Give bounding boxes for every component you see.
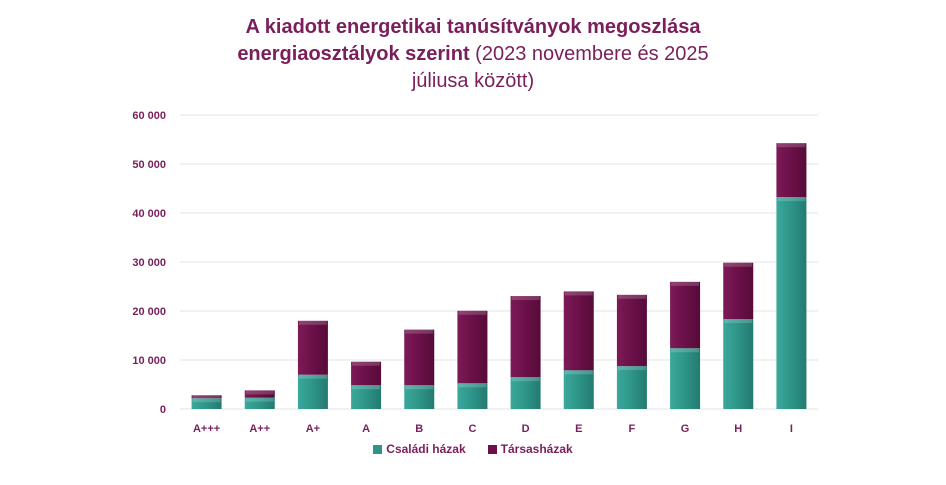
x-tick-label: B <box>415 423 423 435</box>
bar-bevel <box>777 143 806 148</box>
bar-bevel <box>777 197 806 202</box>
legend-item-csaladi: Családi házak <box>373 442 466 456</box>
bar-tarsashazak <box>351 361 382 386</box>
y-tick-label: 40 000 <box>132 208 166 220</box>
bar-bevel <box>405 385 434 390</box>
bar-bevel <box>192 395 221 399</box>
bar-bevel <box>458 383 487 388</box>
legend: Családi házak Társasházak <box>0 442 946 456</box>
bar-csaladi <box>776 197 807 409</box>
bar-bevel <box>298 374 327 379</box>
x-tick-label: E <box>575 423 582 435</box>
bar-csaladi <box>563 370 594 409</box>
bar-tarsashazak <box>670 281 701 349</box>
x-tick-label: A+ <box>306 423 320 435</box>
x-tick-label: I <box>790 423 793 435</box>
bar-tarsashazak <box>510 296 541 378</box>
bar-bevel <box>352 361 381 366</box>
bar-bevel <box>511 377 540 382</box>
bar-bevel <box>617 366 646 371</box>
title-line-2-bold: energiaosztályok szerint <box>237 43 470 65</box>
title-line-1: A kiadott energetikai tanúsítványok mego… <box>245 16 701 38</box>
y-tick-label: 0 <box>160 404 166 416</box>
bar-csaladi <box>457 383 488 409</box>
y-tick-label: 20 000 <box>132 306 166 318</box>
bar-tarsashazak <box>457 310 488 384</box>
bar-bevel <box>458 310 487 315</box>
x-tick-label: C <box>468 423 476 435</box>
x-tick-label: A+++ <box>193 423 220 435</box>
bar-csaladi <box>510 377 541 409</box>
bar-csaladi <box>297 374 328 409</box>
x-tick-label: A++ <box>249 423 270 435</box>
bar-csaladi <box>244 397 275 409</box>
bar-csaladi <box>616 366 647 409</box>
x-tick-label: D <box>522 423 530 435</box>
legend-item-tarsashazak: Társasházak <box>487 442 573 456</box>
bar-bevel <box>724 319 753 324</box>
x-tick-label: A <box>362 423 370 435</box>
bar-bevel <box>405 329 434 334</box>
x-tick-label: F <box>629 423 636 435</box>
bar-bevel <box>245 397 274 402</box>
y-tick-label: 60 000 <box>132 110 166 122</box>
bar-bevel <box>245 390 274 395</box>
bar-tarsashazak <box>191 395 222 399</box>
bar-csaladi <box>191 398 222 409</box>
bar-tarsashazak <box>297 320 328 375</box>
x-tick-label: G <box>681 423 690 435</box>
legend-swatch-tarsashazak <box>487 445 497 454</box>
bar-csaladi <box>351 385 382 409</box>
y-tick-label: 50 000 <box>132 159 166 171</box>
bar-csaladi <box>670 348 701 409</box>
title-line-2-normal: (2023 novembere és 2025 <box>469 43 709 65</box>
legend-label-csaladi: Családi házak <box>386 442 466 456</box>
bar-tarsashazak <box>244 390 275 398</box>
bar-tarsashazak <box>723 262 754 320</box>
bar-bevel <box>617 294 646 299</box>
legend-swatch-csaladi <box>373 445 383 454</box>
bar-tarsashazak <box>776 143 807 198</box>
bar-bevel <box>352 385 381 390</box>
bar-bevel <box>298 320 327 325</box>
title-line-3: júliusa között) <box>411 70 535 92</box>
x-tick-label: H <box>734 423 742 435</box>
bar-tarsashazak <box>563 291 594 371</box>
bar-bevel <box>564 291 593 296</box>
chart-title: A kiadott energetikai tanúsítványok mego… <box>0 14 946 95</box>
bar-bevel <box>192 398 221 403</box>
y-tick-label: 10 000 <box>132 355 166 367</box>
bar-tarsashazak <box>404 329 435 386</box>
y-tick-label: 30 000 <box>132 257 166 269</box>
legend-label-tarsashazak: Társasházak <box>500 442 573 456</box>
bar-bevel <box>671 348 700 353</box>
bar-bevel <box>564 370 593 375</box>
bar-bevel <box>671 281 700 286</box>
bar-csaladi <box>723 319 754 409</box>
bar-bevel <box>724 262 753 267</box>
bar-tarsashazak <box>616 294 647 367</box>
bar-csaladi <box>404 385 435 409</box>
bar-bevel <box>511 296 540 301</box>
